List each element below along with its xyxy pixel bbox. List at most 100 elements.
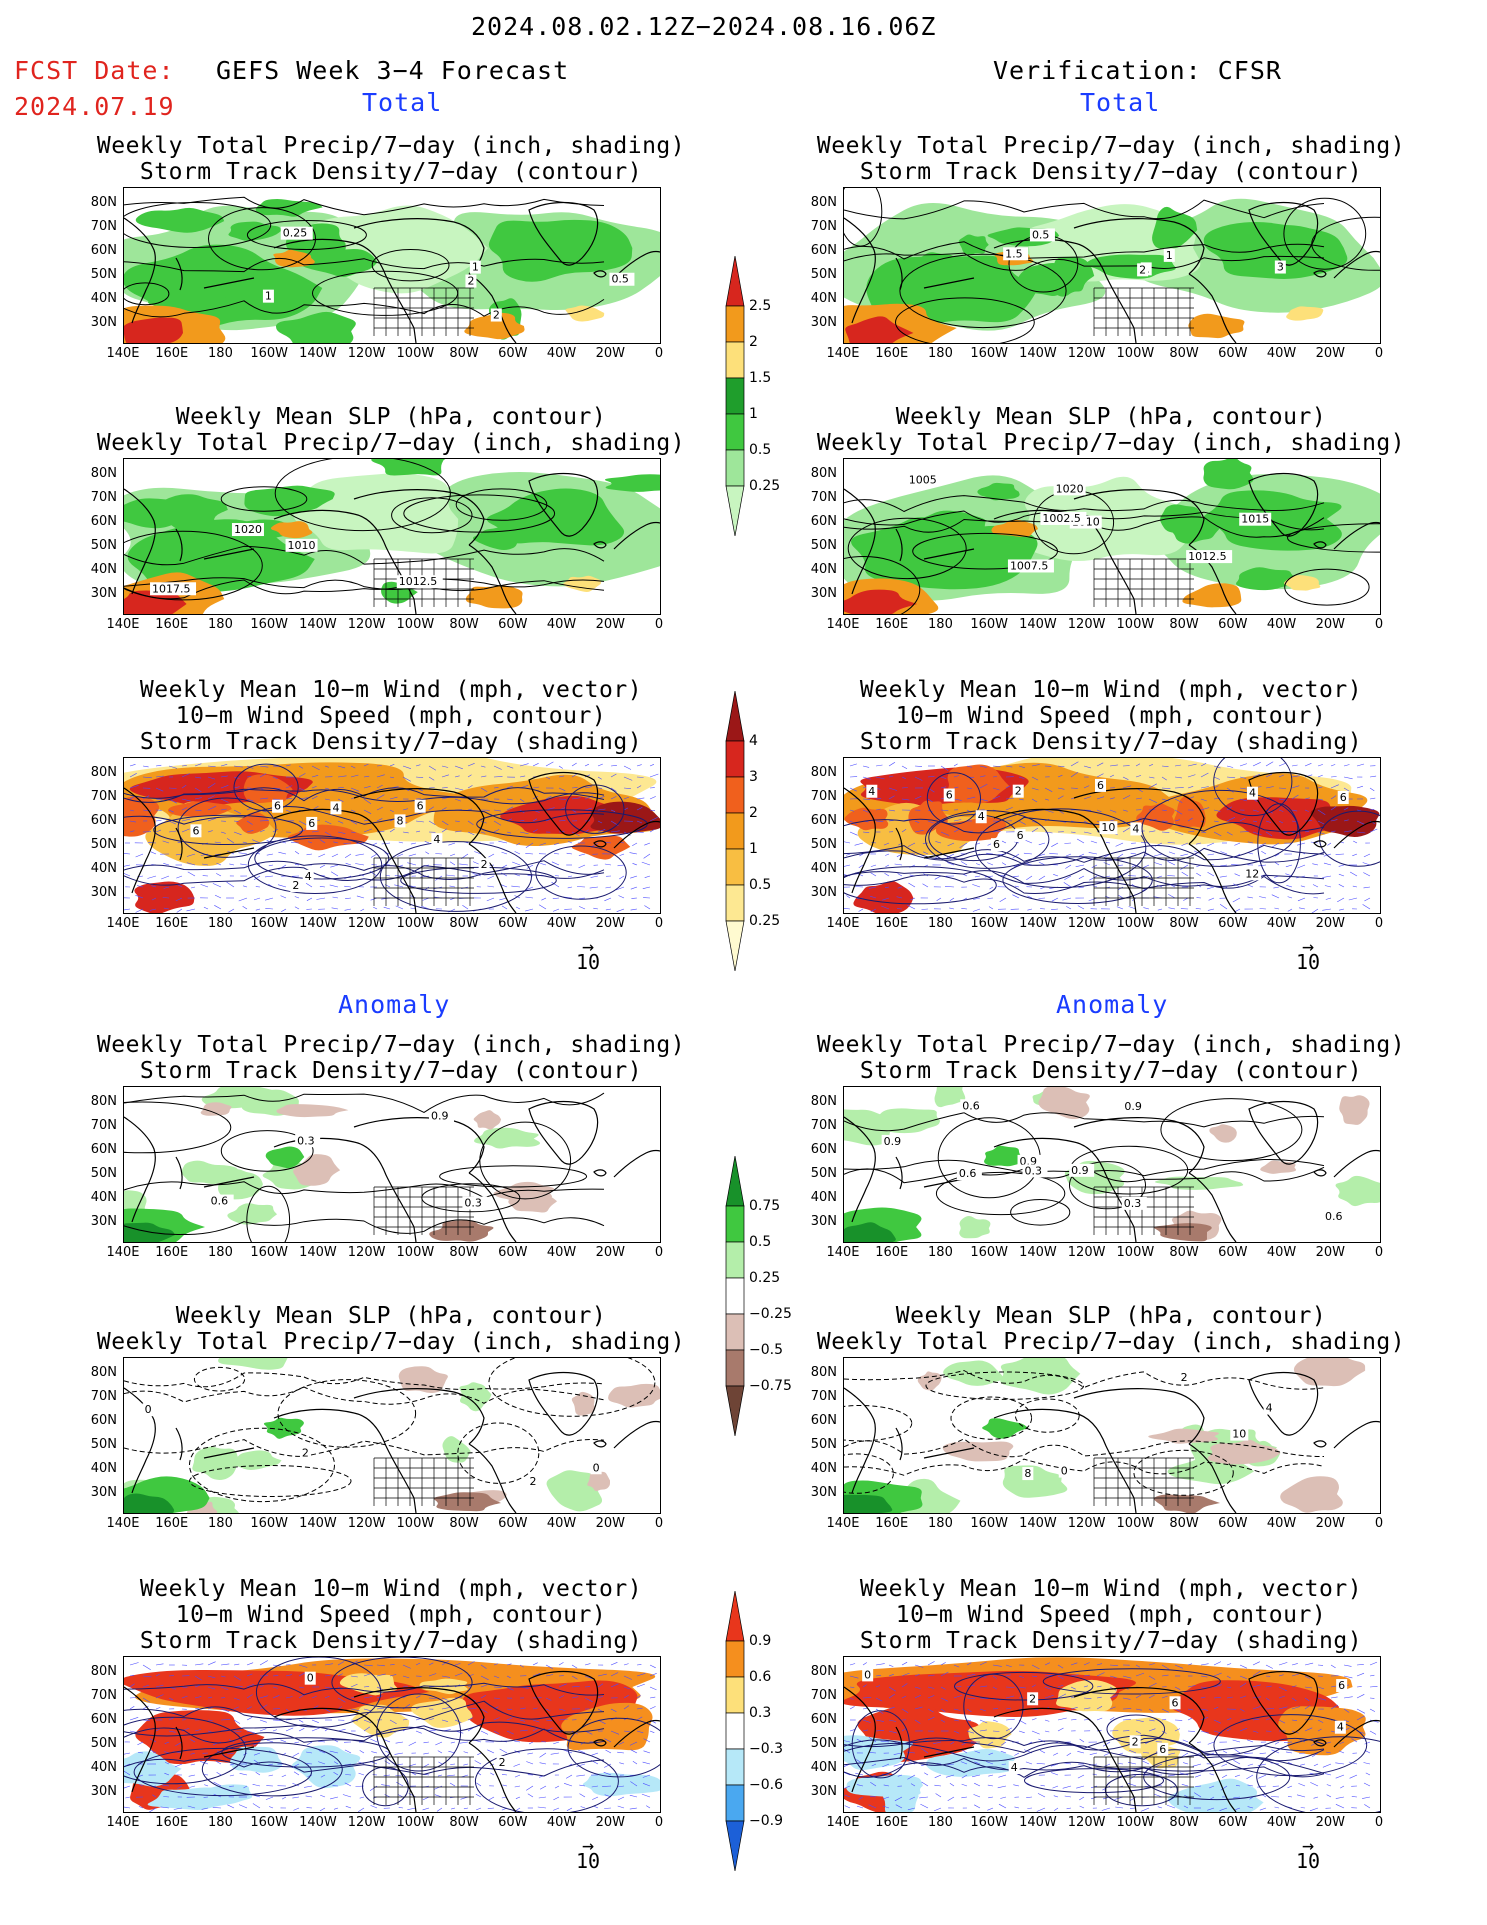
contour-label: 1015 bbox=[1239, 512, 1272, 526]
lat-label: 70N bbox=[90, 1389, 117, 1404]
map-p6[interactable]: 2 4 4 6 6 6 12 10 4 6 6 4 bbox=[843, 757, 1381, 914]
lon-label: 40W bbox=[546, 617, 577, 632]
contour-label: 0.6 bbox=[956, 1167, 982, 1181]
colorbar-label: −0.9 bbox=[749, 1813, 783, 1829]
lon-label: 60W bbox=[1218, 1245, 1248, 1260]
map-svg-p3: 1010 1012.5 1017.5 1020 bbox=[124, 459, 660, 614]
lat-label: 60N bbox=[90, 1413, 117, 1428]
panel-title-p9: Weekly Total Precip/7−day (inch, shading… bbox=[96, 1329, 686, 1355]
svg-text:2: 2 bbox=[529, 1475, 536, 1488]
lat-label: 30N bbox=[810, 885, 837, 900]
lat-label: 60N bbox=[90, 514, 117, 529]
lon-label: 40W bbox=[1266, 617, 1297, 632]
svg-text:4: 4 bbox=[978, 810, 985, 823]
vector-ref-arrow-icon: → bbox=[581, 934, 595, 958]
colorbar-label: 4 bbox=[749, 733, 758, 749]
contour-label: 0.6 bbox=[208, 1194, 234, 1208]
svg-text:4: 4 bbox=[305, 870, 312, 883]
lon-label: 160W bbox=[970, 346, 1009, 361]
lon-label: 80W bbox=[1169, 1516, 1199, 1531]
svg-text:6: 6 bbox=[1338, 1679, 1345, 1692]
svg-text:1005: 1005 bbox=[909, 473, 937, 486]
contour-label: 4 bbox=[431, 833, 443, 847]
lon-label: 140W bbox=[1019, 617, 1057, 632]
panel-title-p12: Storm Track Density/7−day (shading) bbox=[859, 1628, 1363, 1654]
contour-label: 0.6 bbox=[960, 1099, 986, 1113]
lon-label: 100W bbox=[1116, 346, 1155, 361]
contour-label: 6 bbox=[306, 816, 318, 830]
svg-text:10: 10 bbox=[1101, 821, 1115, 834]
contour-label: 8 bbox=[394, 814, 406, 828]
colorbar-label: 0.3 bbox=[749, 1705, 772, 1721]
svg-text:4: 4 bbox=[1337, 1721, 1344, 1734]
lon-label: 160W bbox=[250, 1516, 289, 1531]
lon-label: 60W bbox=[498, 916, 528, 931]
colorbar-label: 0.5 bbox=[749, 877, 772, 893]
lon-label: 140E bbox=[826, 1516, 860, 1531]
lon-label: 120W bbox=[1067, 1815, 1106, 1830]
lat-label: 70N bbox=[90, 490, 117, 505]
svg-text:1017.5: 1017.5 bbox=[152, 582, 191, 595]
lat-label: 60N bbox=[810, 1712, 837, 1727]
svg-text:6: 6 bbox=[946, 789, 953, 802]
lat-label: 50N bbox=[90, 1736, 117, 1751]
map-p3[interactable]: 1010 1012.5 1017.5 1020 bbox=[123, 458, 661, 615]
fcst-date-value: 2024.07.19 bbox=[14, 92, 175, 121]
lon-label: 0 bbox=[1374, 617, 1384, 632]
svg-text:1: 1 bbox=[265, 290, 272, 303]
lon-label: 160W bbox=[970, 1516, 1009, 1531]
svg-text:2: 2 bbox=[1015, 785, 1022, 798]
lat-label: 50N bbox=[810, 538, 837, 553]
svg-text:2: 2 bbox=[1029, 1692, 1036, 1705]
colorbar-label: 0.75 bbox=[749, 1198, 781, 1214]
map-p2[interactable]: 1.510.5132 bbox=[843, 187, 1381, 344]
svg-text:1: 1 bbox=[472, 261, 479, 274]
contour-label: 12 bbox=[1243, 867, 1262, 881]
lon-label: 180 bbox=[208, 1516, 233, 1531]
verification-title: Verification: CFSR bbox=[993, 56, 1282, 85]
lon-label: 80W bbox=[1169, 916, 1199, 931]
map-p10[interactable]: 8 4 2 0 10 bbox=[843, 1357, 1381, 1514]
section-total-right: Total bbox=[1080, 88, 1161, 117]
lon-label: 0 bbox=[654, 1815, 664, 1830]
svg-text:6: 6 bbox=[274, 800, 281, 813]
contour-label: 2 bbox=[465, 274, 477, 288]
contour-label: 10 bbox=[1230, 1427, 1249, 1441]
lon-label: 160E bbox=[155, 1516, 189, 1531]
lat-label: 50N bbox=[90, 267, 117, 282]
map-p8[interactable]: 0.9 0.9 0.3 0.6 0.9 0.6 0.6 0.9 0.3 bbox=[843, 1086, 1381, 1243]
lat-label: 40N bbox=[90, 861, 117, 876]
lon-label: 160W bbox=[970, 1815, 1009, 1830]
lon-label: 140W bbox=[299, 617, 337, 632]
contour-label: 10 bbox=[1099, 821, 1118, 835]
panel-title-p11: Weekly Mean 10−m Wind (mph, vector) bbox=[139, 1576, 643, 1602]
lon-label: 40W bbox=[1266, 1815, 1297, 1830]
model-title: GEFS Week 3−4 Forecast bbox=[216, 56, 570, 85]
lat-label: 40N bbox=[810, 562, 837, 577]
lon-label: 20W bbox=[1315, 916, 1345, 931]
svg-text:0: 0 bbox=[864, 1668, 871, 1681]
lon-label: 100W bbox=[396, 916, 435, 931]
colorbar-label: 0.25 bbox=[749, 478, 781, 494]
contour-label: 6 bbox=[1095, 778, 1107, 792]
contour-label: 0 bbox=[1058, 1464, 1070, 1478]
contour-label: 0.3 bbox=[1022, 1164, 1048, 1178]
contour-label: 6 bbox=[1169, 1696, 1181, 1710]
map-p1[interactable]: 0.25 2 1 0.5 1 2 bbox=[123, 187, 661, 344]
lat-label: 30N bbox=[810, 586, 837, 601]
colorbar-label: 1 bbox=[749, 406, 758, 422]
map-p7[interactable]: 0.3 0.6 0.3 0.9 bbox=[123, 1086, 661, 1243]
lon-label: 160E bbox=[875, 346, 909, 361]
contour-label: 6 bbox=[1157, 1742, 1169, 1756]
map-p12[interactable]: 2 6 4 6 0 2 6 4 bbox=[843, 1656, 1381, 1813]
colorbar-label: −0.75 bbox=[749, 1378, 792, 1394]
svg-text:0.3: 0.3 bbox=[297, 1134, 315, 1147]
svg-text:1: 1 bbox=[1166, 249, 1173, 262]
svg-text:0.9: 0.9 bbox=[1071, 1164, 1089, 1177]
